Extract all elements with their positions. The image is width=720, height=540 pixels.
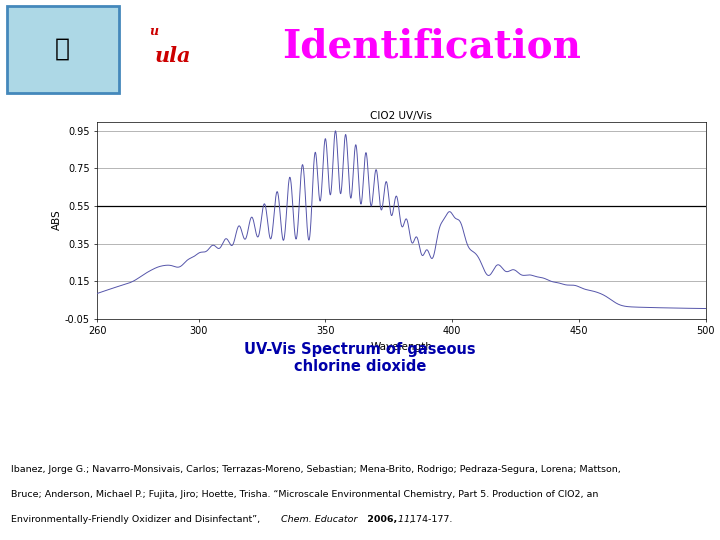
Text: Identification: Identification <box>282 28 582 66</box>
Text: ula: ula <box>155 46 192 66</box>
Text: 174-177.: 174-177. <box>407 515 452 524</box>
Text: u: u <box>149 25 158 38</box>
Title: ClO2 UV/Vis: ClO2 UV/Vis <box>370 111 433 121</box>
Text: 11,: 11, <box>395 515 413 524</box>
Text: UV-Vis Spectrum of gaseous
chlorine dioxide: UV-Vis Spectrum of gaseous chlorine diox… <box>244 342 476 374</box>
Text: Chem. Educator: Chem. Educator <box>281 515 357 524</box>
Text: 2006,: 2006, <box>364 515 397 524</box>
FancyBboxPatch shape <box>7 6 119 93</box>
Text: Bruce; Anderson, Michael P.; Fujita, Jiro; Hoette, Trisha. “Microscale Environme: Bruce; Anderson, Michael P.; Fujita, Jir… <box>11 490 598 499</box>
Y-axis label: ABS: ABS <box>52 210 62 231</box>
X-axis label: Wavelength: Wavelength <box>371 342 432 352</box>
Text: 🧪: 🧪 <box>55 37 70 60</box>
Text: Environmentally-Friendly Oxidizer and Disinfectant”,: Environmentally-Friendly Oxidizer and Di… <box>11 515 263 524</box>
Text: Ibanez, Jorge G.; Navarro-Monsivais, Carlos; Terrazas-Moreno, Sebastian; Mena-Br: Ibanez, Jorge G.; Navarro-Monsivais, Car… <box>11 464 621 474</box>
